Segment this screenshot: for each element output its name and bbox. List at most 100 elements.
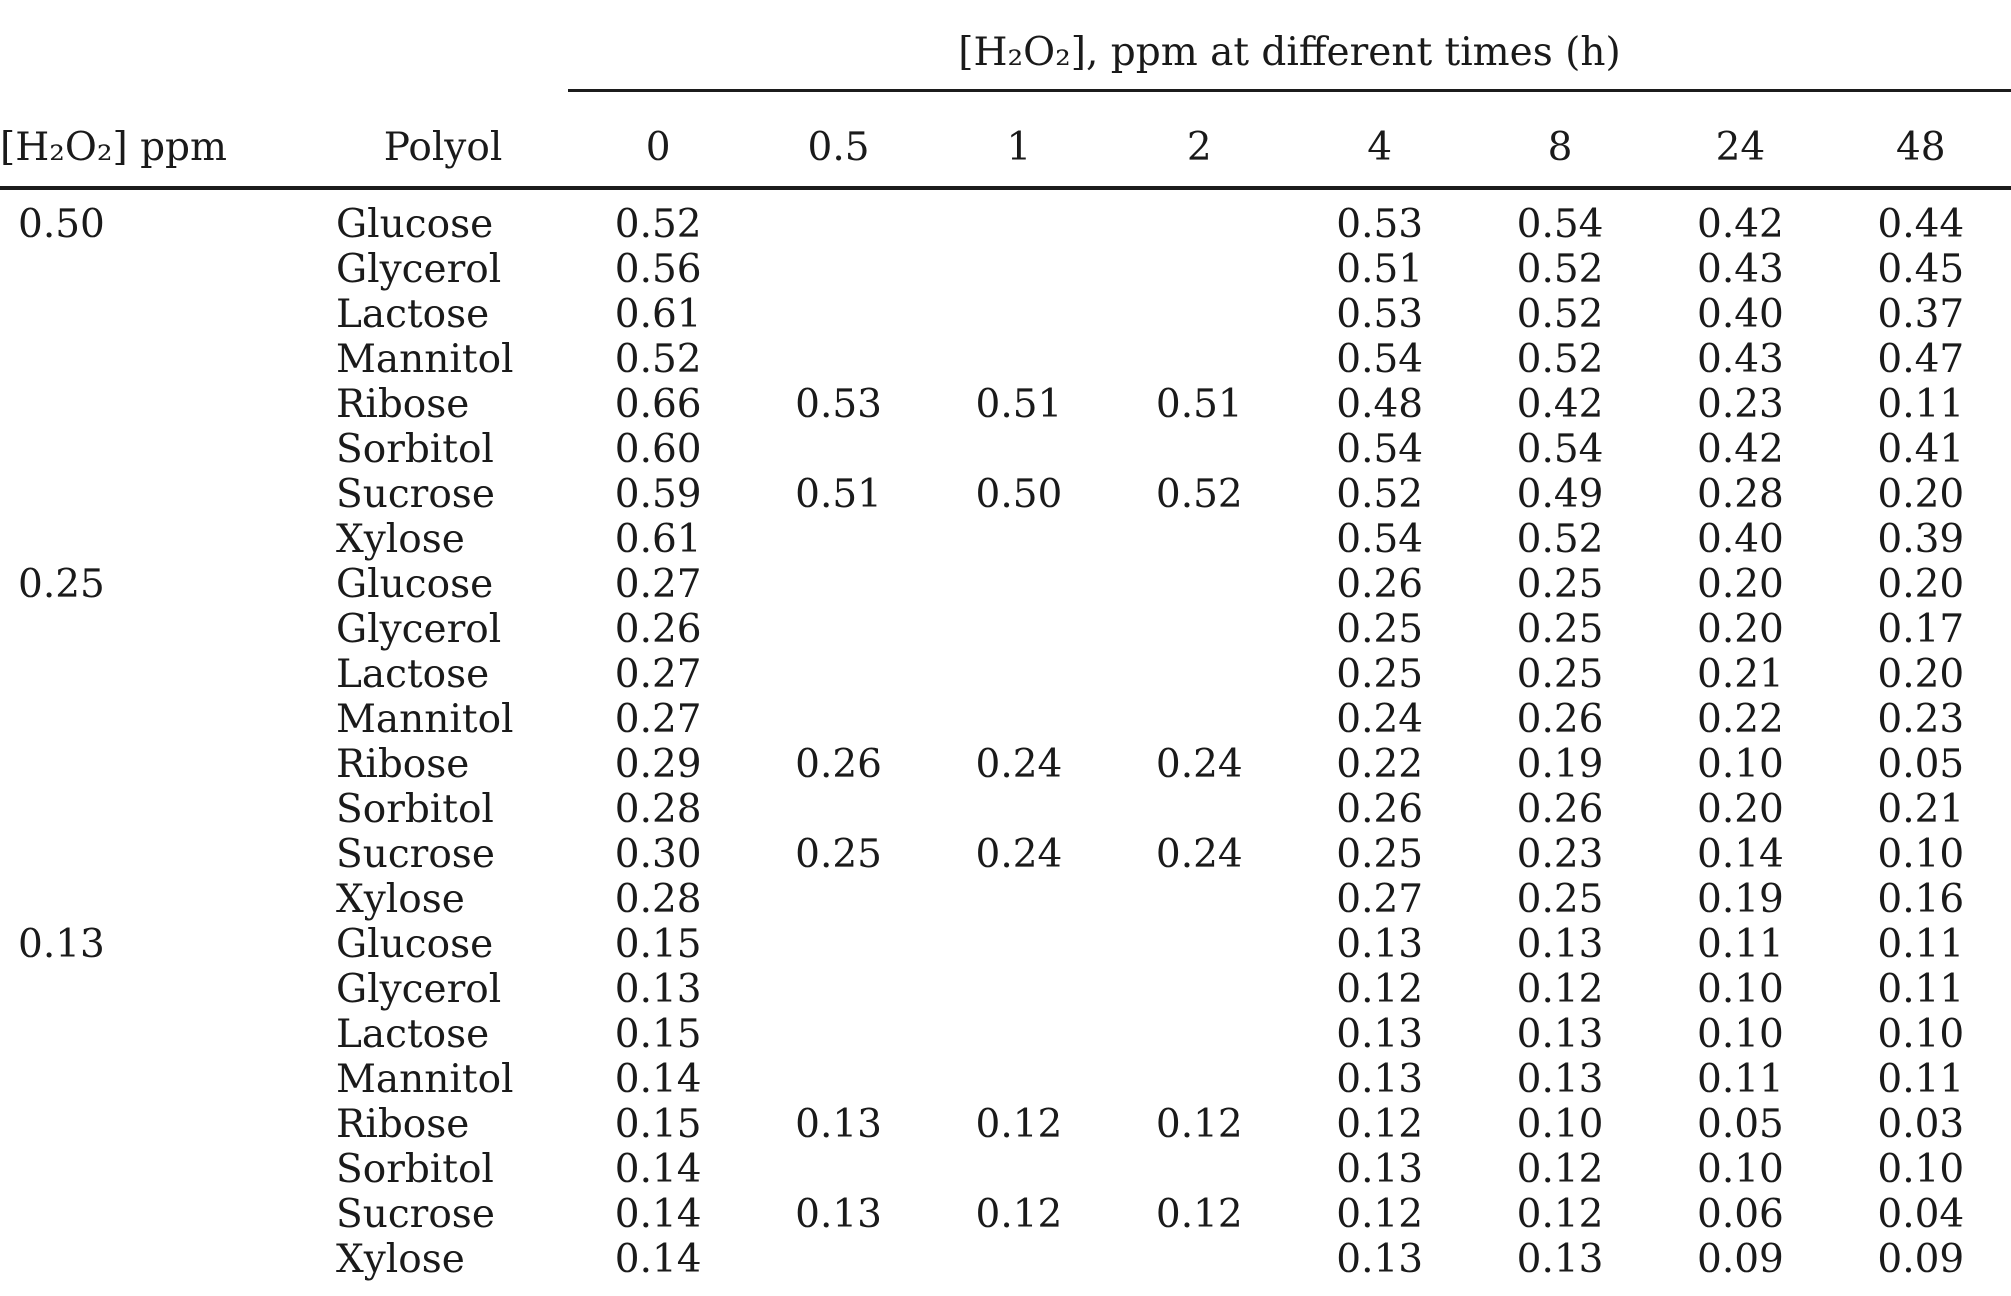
h2o2-value-cell: 0.16 — [1877, 877, 1965, 922]
table-row: Sorbitol 0.14 0.13 0.12 0.10 0.10 — [0, 1147, 2011, 1192]
h2o2-value-cell — [748, 1012, 928, 1057]
h2o2-value-cell: 0.13 — [795, 1102, 882, 1147]
table-row: Mannitol 0.27 0.24 0.26 0.22 0.23 — [0, 697, 2011, 742]
h2o2-value-cell: 0.37 — [1877, 292, 1965, 337]
h2o2-concentration-cell — [0, 382, 318, 427]
h2o2-value-cell: 0.13 — [1336, 1237, 1424, 1282]
h2o2-value-cell: 0.11 — [1877, 382, 1965, 427]
h2o2-value-cell: 0.11 — [1697, 922, 1784, 967]
h2o2-value-cell: 0.27 — [1336, 877, 1424, 922]
h2o2-value-cell: 0.09 — [1877, 1237, 1965, 1282]
h2o2-concentration-cell — [0, 247, 318, 292]
h2o2-value-cell — [1109, 922, 1289, 967]
polyol-name-cell: Glycerol — [336, 247, 502, 292]
column-header-time: 0.5 — [748, 90, 929, 190]
polyol-name-cell: Sorbitol — [336, 427, 494, 472]
table-row: 0.50 Glucose 0.52 0.53 0.54 0.42 0.44 — [0, 188, 2011, 247]
h2o2-value-cell: 0.52 — [1516, 337, 1604, 382]
h2o2-concentration-cell: 0.13 — [18, 922, 105, 967]
h2o2-value-cell: 0.53 — [795, 382, 882, 427]
h2o2-value-cell — [929, 1057, 1109, 1102]
h2o2-value-cell — [929, 337, 1109, 382]
h2o2-value-cell: 0.14 — [1697, 832, 1784, 877]
h2o2-value-cell — [1109, 607, 1289, 652]
h2o2-value-cell: 0.52 — [614, 202, 702, 247]
h2o2-value-cell — [1109, 517, 1289, 562]
h2o2-value-cell: 0.20 — [1877, 562, 1965, 607]
polyol-name-cell: Sucrose — [336, 832, 495, 877]
h2o2-value-cell: 0.11 — [1877, 1057, 1965, 1102]
column-header-time: 8 — [1469, 90, 1651, 190]
polyol-name-cell: Sorbitol — [336, 787, 494, 832]
table-row: Glycerol 0.56 0.51 0.52 0.43 0.45 — [0, 247, 2011, 292]
h2o2-value-cell: 0.51 — [1155, 382, 1243, 427]
table-row: Glycerol 0.26 0.25 0.25 0.20 0.17 — [0, 607, 2011, 652]
h2o2-value-cell: 0.59 — [614, 472, 702, 517]
h2o2-value-cell — [1109, 652, 1289, 697]
h2o2-value-cell — [929, 922, 1109, 967]
polyol-name-cell: Mannitol — [336, 1057, 514, 1102]
h2o2-value-cell: 0.12 — [1155, 1102, 1243, 1147]
polyol-name-cell: Ribose — [336, 1102, 470, 1147]
h2o2-value-cell: 0.20 — [1877, 652, 1965, 697]
h2o2-value-cell: 0.27 — [614, 562, 702, 607]
table-row: Lactose 0.61 0.53 0.52 0.40 0.37 — [0, 292, 2011, 337]
polyol-name-cell: Sucrose — [336, 472, 495, 517]
h2o2-value-cell — [748, 247, 928, 292]
h2o2-value-cell: 0.23 — [1697, 382, 1784, 427]
h2o2-value-cell: 0.15 — [614, 1102, 702, 1147]
h2o2-value-cell: 0.11 — [1697, 1057, 1784, 1102]
h2o2-value-cell: 0.25 — [1516, 652, 1604, 697]
h2o2-value-cell: 0.54 — [1336, 427, 1424, 472]
h2o2-value-cell — [929, 188, 1109, 247]
h2o2-value-cell: 0.48 — [1336, 382, 1424, 427]
h2o2-value-cell: 0.15 — [614, 922, 702, 967]
h2o2-value-cell: 0.26 — [1516, 787, 1604, 832]
h2o2-value-cell: 0.42 — [1697, 427, 1784, 472]
h2o2-concentration-cell — [0, 427, 318, 472]
polyol-name-cell: Xylose — [336, 517, 465, 562]
h2o2-value-cell: 0.10 — [1697, 1012, 1784, 1057]
h2o2-concentration-cell — [0, 877, 318, 922]
h2o2-value-cell: 0.51 — [795, 472, 882, 517]
h2o2-value-cell: 0.56 — [614, 247, 702, 292]
h2o2-value-cell: 0.44 — [1877, 202, 1965, 247]
h2o2-value-cell: 0.52 — [1336, 472, 1424, 517]
polyol-name-cell: Glycerol — [336, 967, 502, 1012]
table-row: Ribose 0.29 0.26 0.24 0.24 0.22 0.19 0.10 0.05 — [0, 742, 2011, 787]
h2o2-value-cell: 0.20 — [1697, 787, 1784, 832]
h2o2-value-cell: 0.28 — [614, 787, 702, 832]
h2o2-value-cell: 0.13 — [1336, 1147, 1424, 1192]
h2o2-value-cell — [1109, 337, 1289, 382]
h2o2-value-cell: 0.13 — [1336, 922, 1424, 967]
h2o2-concentration-cell — [0, 697, 318, 742]
h2o2-value-cell — [1109, 1147, 1289, 1192]
span-header-title: [H₂O₂], ppm at different times (h) — [568, 0, 2011, 92]
h2o2-value-cell: 0.47 — [1877, 337, 1965, 382]
h2o2-value-cell: 0.12 — [1516, 1192, 1604, 1237]
h2o2-value-cell: 0.14 — [614, 1192, 702, 1237]
h2o2-value-cell: 0.66 — [614, 382, 702, 427]
h2o2-value-cell: 0.50 — [975, 472, 1063, 517]
h2o2-value-cell: 0.27 — [614, 652, 702, 697]
h2o2-value-cell: 0.42 — [1516, 382, 1604, 427]
h2o2-value-cell: 0.05 — [1877, 742, 1965, 787]
h2o2-value-cell: 0.04 — [1877, 1192, 1965, 1237]
h2o2-value-cell: 0.20 — [1697, 607, 1784, 652]
h2o2-concentration-cell — [0, 337, 318, 382]
h2o2-value-cell: 0.10 — [1877, 1147, 1965, 1192]
table-row: Ribose 0.66 0.53 0.51 0.51 0.48 0.42 0.23 0.11 — [0, 382, 2011, 427]
column-header-concentration: [H₂O₂] ppm — [0, 90, 318, 190]
h2o2-value-cell: 0.60 — [614, 427, 702, 472]
h2o2-value-cell: 0.24 — [1336, 697, 1424, 742]
table-row: Xylose 0.14 0.13 0.13 0.09 0.09 — [0, 1237, 2011, 1296]
h2o2-value-cell: 0.52 — [1155, 472, 1243, 517]
h2o2-value-cell: 0.24 — [975, 832, 1063, 877]
h2o2-value-cell — [748, 652, 928, 697]
h2o2-concentration-cell — [0, 1012, 318, 1057]
h2o2-value-cell: 0.42 — [1697, 202, 1784, 247]
h2o2-value-cell — [929, 247, 1109, 292]
h2o2-value-cell — [748, 1147, 928, 1192]
